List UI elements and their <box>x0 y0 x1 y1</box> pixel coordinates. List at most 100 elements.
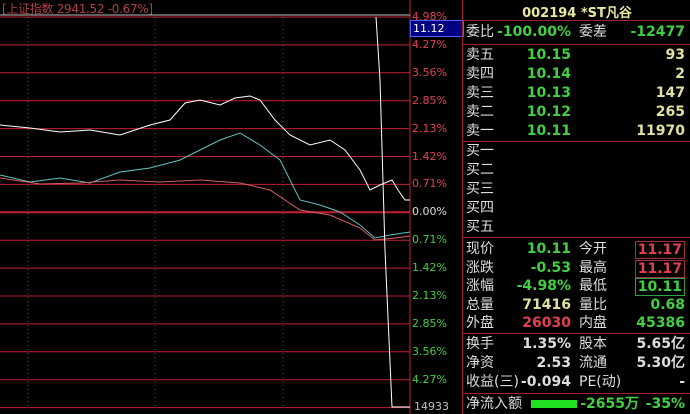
buy-row: 买三 <box>463 180 689 199</box>
axis-tick-label: 2.85% <box>412 316 447 330</box>
weibi-label: 委比 <box>466 24 494 40</box>
stock-title: 002194 *ST凡谷 <box>522 6 632 21</box>
sell-row: 卖四 10.14 2 <box>463 65 689 84</box>
sell-price: 10.14 <box>526 66 571 82</box>
quote-label: 最低 <box>579 278 607 294</box>
quote-label: 最高 <box>579 259 607 276</box>
quote-value: 26030 <box>522 315 571 331</box>
quote-row: 涨幅 -4.98% 最低 10.11 <box>463 277 689 296</box>
quote-label: 量比 <box>579 296 607 313</box>
fund-value: - <box>679 374 685 390</box>
quote-value: 10.11 <box>526 241 571 257</box>
buy-row: 买一 <box>463 142 689 161</box>
axis-tick-label: 1.42% <box>412 261 447 275</box>
buy-row: 买四 <box>463 199 689 218</box>
fund-label: 股本 <box>579 336 607 352</box>
quote-value: 11.17 <box>634 259 685 278</box>
buy-label: 买三 <box>466 181 494 197</box>
axis-tick-label: 4.27% <box>412 37 447 51</box>
quote-label: 总量 <box>466 296 494 313</box>
fund-label: 净资 <box>466 355 494 371</box>
axis-tick-label: 4.27% <box>412 372 447 386</box>
quote-label: 涨跌 <box>466 259 494 276</box>
volume-label: 14933 <box>414 400 449 413</box>
sell-volume: 147 <box>655 85 685 101</box>
quote-value: -0.53 <box>530 259 571 276</box>
axis-tick-label: 0.71% <box>412 233 447 247</box>
sell-price: 10.15 <box>526 47 571 63</box>
quote-panel: 002194 *ST凡谷 委比 -100.00% 委差 -12477 卖五 10.… <box>462 0 690 414</box>
weicha-label: 委差 <box>579 24 607 40</box>
buy-label: 买五 <box>466 219 494 235</box>
index-line <box>0 132 411 239</box>
axis-tick-label: 2.85% <box>412 93 447 107</box>
sell-row: 卖二 10.12 265 <box>463 103 689 122</box>
fund-value: 5.30亿 <box>636 355 685 371</box>
weicha-value: -12477 <box>630 24 685 40</box>
index-ticker: [上证指数 2941.52 -0.67%] <box>2 2 153 16</box>
price-line <box>0 95 410 201</box>
sell-label: 卖三 <box>466 85 494 101</box>
quote-row: 外盘 26030 内盘 45386 <box>463 314 689 333</box>
axis-tick-label: 1.42% <box>412 149 447 163</box>
sell-row: 卖三 10.13 147 <box>463 84 689 103</box>
fund-value: 2.53 <box>536 355 571 371</box>
sell-row: 卖五 10.15 93 <box>463 46 689 65</box>
netflow-label: 净流入额 <box>466 396 522 412</box>
axis-tick-label: 2.13% <box>412 121 447 135</box>
weibi-value: -100.00% <box>497 24 571 40</box>
axis-tick-label: 3.56% <box>412 65 447 79</box>
fund-row: 净资 2.53 流通 5.30亿 <box>463 354 689 373</box>
sell-row: 卖一 10.11 11970 <box>463 122 689 141</box>
sell-label: 卖五 <box>466 47 494 63</box>
netflow-value: -2655万 <box>580 396 639 412</box>
axis-tick-label: 0.00% <box>412 205 447 219</box>
sell-price: 10.12 <box>526 104 571 120</box>
quote-row: 现价 10.11 今开 11.17 <box>463 240 689 259</box>
fund-label: 收益(三) <box>466 374 519 390</box>
buy-label: 买四 <box>466 200 494 216</box>
quote-row: 涨跌 -0.53 最高 11.17 <box>463 259 689 278</box>
sell-volume: 93 <box>665 47 685 63</box>
quote-row: 总量 71416 量比 0.68 <box>463 296 689 315</box>
fund-label: 流通 <box>579 355 607 371</box>
fund-label: 换手 <box>466 336 494 352</box>
netflow-row: 净流入额 -2655万 -35% <box>463 395 689 414</box>
axis-tick-label: 0.71% <box>412 177 447 191</box>
netflow-bar <box>531 400 577 408</box>
netflow-pct: -35% <box>645 396 685 412</box>
quote-label: 今开 <box>579 241 607 257</box>
quote-label: 涨幅 <box>466 278 494 294</box>
quote-value: 71416 <box>522 296 571 313</box>
fund-value: 1.35% <box>522 336 571 352</box>
buy-row: 买二 <box>463 161 689 180</box>
avg-line <box>0 177 411 241</box>
sell-label: 卖四 <box>466 66 494 82</box>
sell-volume: 2 <box>675 66 685 82</box>
drop-line <box>375 16 410 408</box>
fund-row: 收益(三) -0.094 PE(动) - <box>463 373 689 392</box>
fund-row: 换手 1.35% 股本 5.65亿 <box>463 335 689 354</box>
sell-volume: 11970 <box>636 123 685 139</box>
quote-value: 10.11 <box>634 278 685 296</box>
quote-label: 现价 <box>466 241 494 257</box>
fund-label: PE(动) <box>579 374 622 390</box>
quote-value: 11.17 <box>634 241 685 259</box>
current-price-marker: 11.12 <box>410 20 464 37</box>
buy-label: 买一 <box>466 143 494 159</box>
quote-label: 外盘 <box>466 315 494 331</box>
fund-value: -0.094 <box>520 374 571 390</box>
weibi-row: 委比 -100.00% 委差 -12477 <box>463 23 689 42</box>
axis-tick-label: 4.98% <box>412 10 447 23</box>
sell-price: 10.13 <box>526 85 571 101</box>
intraday-chart <box>0 0 411 414</box>
quote-value: -4.98% <box>516 278 571 294</box>
sell-price: 10.11 <box>526 123 571 139</box>
axis-tick-label: 2.13% <box>412 289 447 302</box>
sell-label: 卖一 <box>466 123 494 139</box>
sell-label: 卖二 <box>466 104 494 120</box>
buy-row: 买五 <box>463 218 689 237</box>
quote-label: 内盘 <box>579 315 607 331</box>
axis-tick-label: 3.56% <box>412 344 447 358</box>
sell-volume: 265 <box>655 104 685 120</box>
